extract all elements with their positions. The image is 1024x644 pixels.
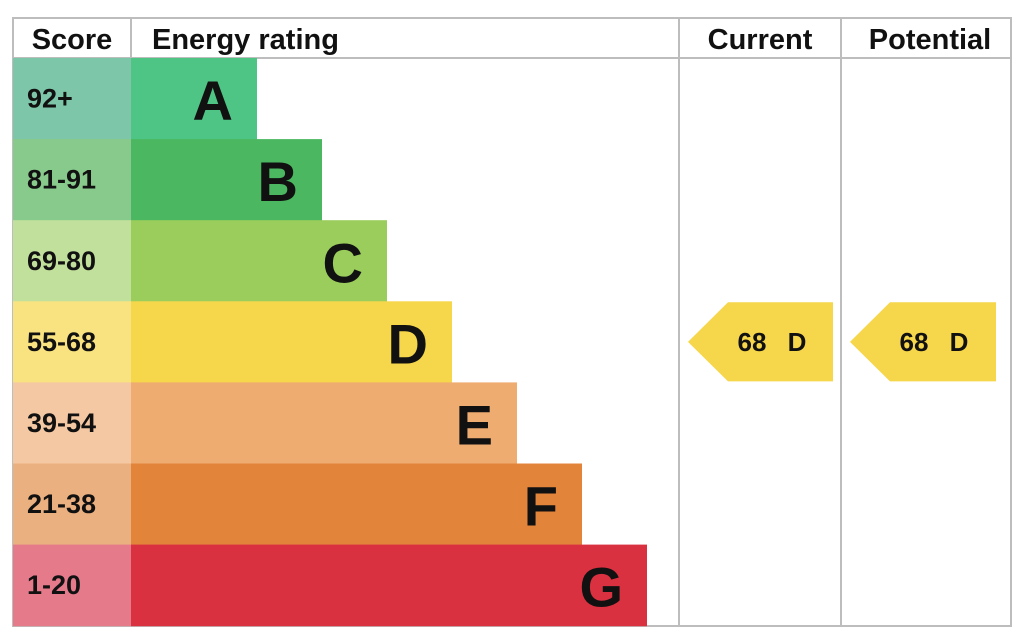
rating-bar: [131, 301, 452, 383]
rating-bar: [131, 544, 647, 627]
score-cell: [13, 463, 131, 546]
potential-value: 68: [900, 327, 929, 357]
rating-bar: [131, 58, 257, 140]
score-label: 92+: [27, 84, 73, 114]
current-arrow: [688, 302, 833, 382]
header-potential: Potential: [869, 24, 991, 56]
score-cell: [13, 544, 131, 627]
band-letter: A: [193, 69, 233, 132]
score-label: 69-80: [27, 246, 96, 276]
potential-band: D: [950, 327, 969, 357]
rating-bar: [131, 220, 387, 302]
potential-arrow: [850, 302, 996, 382]
score-label: 81-91: [27, 165, 96, 195]
band-letter: G: [579, 556, 623, 619]
score-label: 55-68: [27, 327, 96, 357]
rating-bar: [131, 382, 517, 464]
band-letter: B: [258, 150, 298, 213]
rating-bar: [131, 463, 582, 546]
header-score: Score: [32, 24, 113, 56]
band-letter: C: [323, 231, 363, 294]
score-cell: [13, 382, 131, 464]
rating-bar: [131, 139, 322, 221]
score-cell: [13, 220, 131, 302]
band-letter: E: [456, 393, 493, 456]
score-cell: [13, 139, 131, 221]
header-current: Current: [708, 24, 813, 56]
score-label: 1-20: [27, 570, 81, 600]
score-cell: [13, 301, 131, 383]
current-band: D: [788, 327, 807, 357]
current-value: 68: [738, 327, 767, 357]
score-label: 21-38: [27, 489, 96, 519]
score-cell: [13, 58, 131, 140]
band-letter: F: [524, 475, 558, 538]
header-rating: Energy rating: [152, 24, 339, 56]
score-label: 39-54: [27, 408, 96, 438]
band-letter: D: [388, 312, 428, 375]
